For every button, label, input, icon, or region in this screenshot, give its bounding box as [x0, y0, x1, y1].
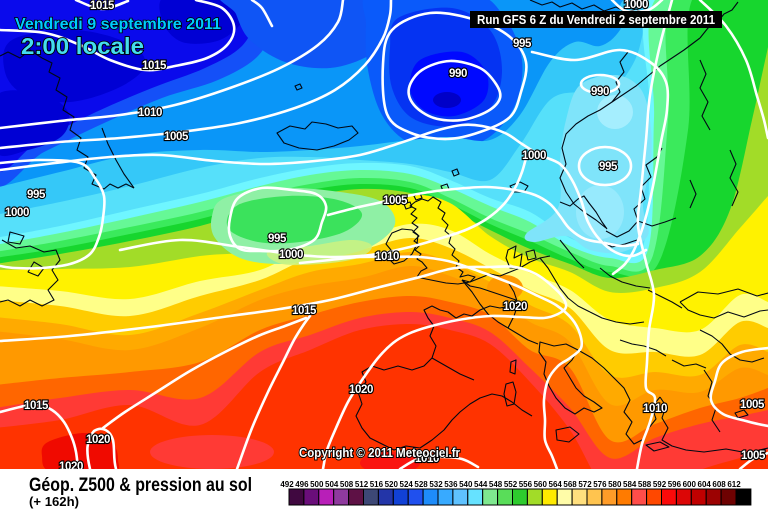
svg-text:1015: 1015	[142, 60, 167, 72]
svg-text:604: 604	[698, 480, 712, 489]
svg-text:592: 592	[653, 480, 667, 489]
svg-text:(+ 162h): (+ 162h)	[29, 495, 79, 509]
svg-text:Vendredi 9 septembre 2011: Vendredi 9 septembre 2011	[15, 16, 221, 33]
svg-text:1010: 1010	[138, 107, 162, 119]
svg-text:504: 504	[325, 480, 339, 489]
svg-text:1020: 1020	[503, 301, 527, 313]
svg-text:568: 568	[563, 480, 577, 489]
svg-text:536: 536	[444, 480, 458, 489]
svg-text:612: 612	[727, 480, 741, 489]
svg-text:584: 584	[623, 480, 637, 489]
svg-text:995: 995	[268, 233, 287, 245]
svg-text:995: 995	[599, 161, 618, 173]
svg-text:1005: 1005	[741, 450, 766, 462]
svg-text:492: 492	[280, 480, 294, 489]
svg-text:528: 528	[414, 480, 428, 489]
svg-text:Géop. Z500 & pression au sol: Géop. Z500 & pression au sol	[29, 475, 252, 496]
svg-text:552: 552	[504, 480, 518, 489]
svg-text:556: 556	[519, 480, 533, 489]
svg-text:990: 990	[591, 86, 609, 98]
svg-text:2:00 locale: 2:00 locale	[21, 33, 144, 59]
svg-text:608: 608	[712, 480, 726, 489]
svg-text:1020: 1020	[59, 461, 83, 469]
svg-text:995: 995	[513, 38, 532, 50]
svg-text:1005: 1005	[740, 399, 765, 411]
svg-text:1020: 1020	[349, 384, 373, 396]
svg-text:1000: 1000	[5, 207, 29, 219]
svg-text:1005: 1005	[164, 131, 189, 143]
svg-text:1015: 1015	[24, 400, 49, 412]
svg-text:1010: 1010	[375, 251, 399, 263]
svg-text:600: 600	[683, 480, 697, 489]
svg-text:496: 496	[295, 480, 309, 489]
svg-text:1005: 1005	[383, 195, 408, 207]
svg-text:588: 588	[638, 480, 652, 489]
svg-text:Run GFS 6 Z du Vendredi 2 sept: Run GFS 6 Z du Vendredi 2 septembre 2011	[477, 13, 715, 27]
svg-text:1020: 1020	[86, 434, 110, 446]
svg-text:540: 540	[459, 480, 473, 489]
svg-text:564: 564	[549, 480, 563, 489]
svg-text:596: 596	[668, 480, 682, 489]
svg-text:548: 548	[489, 480, 503, 489]
svg-text:508: 508	[340, 480, 354, 489]
svg-text:524: 524	[400, 480, 414, 489]
svg-text:544: 544	[474, 480, 488, 489]
svg-text:1010: 1010	[415, 453, 439, 465]
svg-text:1015: 1015	[292, 305, 317, 317]
svg-text:520: 520	[385, 480, 399, 489]
svg-text:990: 990	[449, 68, 467, 80]
svg-text:580: 580	[608, 480, 622, 489]
svg-text:1000: 1000	[522, 150, 546, 162]
svg-text:576: 576	[593, 480, 607, 489]
svg-text:1015: 1015	[90, 0, 115, 12]
svg-text:500: 500	[310, 480, 324, 489]
svg-text:572: 572	[578, 480, 592, 489]
svg-text:512: 512	[355, 480, 369, 489]
svg-text:995: 995	[27, 189, 46, 201]
svg-text:1000: 1000	[279, 249, 303, 261]
svg-text:516: 516	[370, 480, 384, 489]
svg-text:560: 560	[534, 480, 548, 489]
svg-text:Copyright © 2011 Meteociel.fr: Copyright © 2011 Meteociel.fr	[299, 445, 460, 460]
svg-text:1000: 1000	[624, 0, 648, 11]
svg-text:532: 532	[429, 480, 443, 489]
svg-text:1010: 1010	[643, 403, 667, 415]
